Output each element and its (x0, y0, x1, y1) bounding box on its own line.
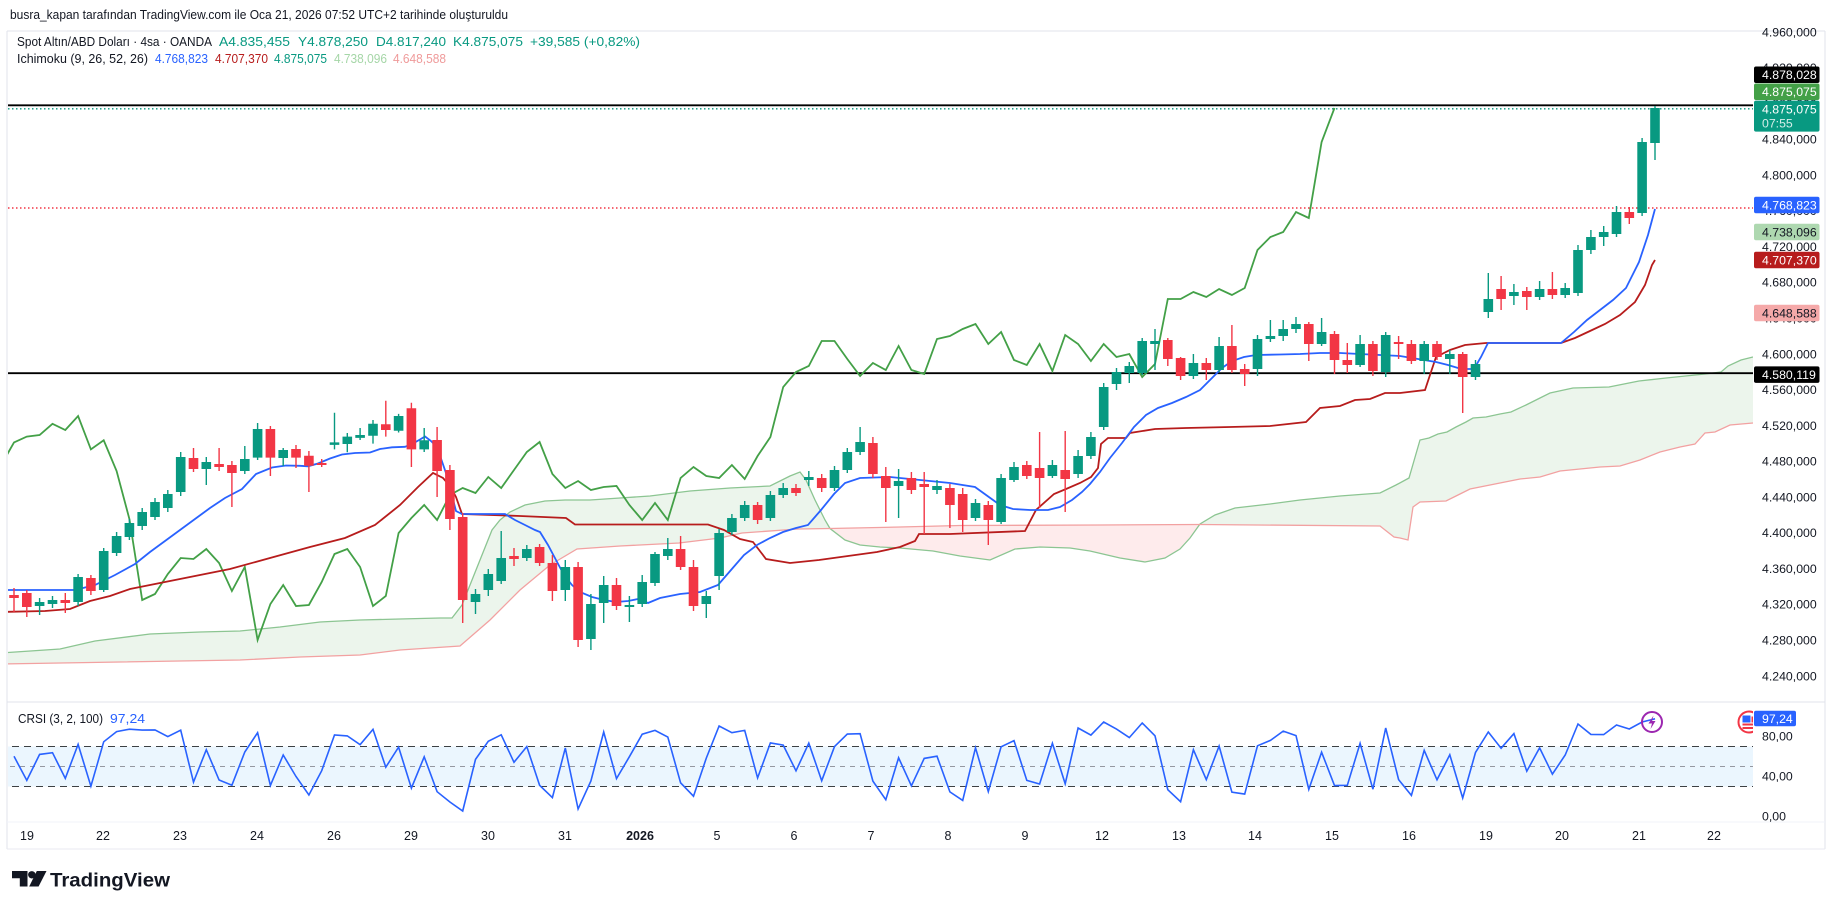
svg-text:4.875,075: 4.875,075 (1762, 85, 1817, 99)
svg-text:5: 5 (714, 829, 721, 843)
svg-text:15: 15 (1325, 829, 1339, 843)
svg-text:24: 24 (250, 829, 264, 843)
svg-text:Ichimoku (9, 26, 52, 26): Ichimoku (9, 26, 52, 26) (17, 51, 148, 66)
svg-text:29: 29 (404, 829, 418, 843)
svg-text:8: 8 (945, 829, 952, 843)
svg-text:4.960,000: 4.960,000 (1762, 25, 1817, 39)
svg-text:19: 19 (20, 829, 34, 843)
svg-text:4.707,370: 4.707,370 (215, 51, 268, 66)
svg-text:Spot Altın/ABD Doları · 4sa ·: Spot Altın/ABD Doları · 4sa · OANDA (17, 34, 212, 49)
svg-text:4.707,370: 4.707,370 (1762, 253, 1817, 267)
svg-text:4.738,096: 4.738,096 (334, 51, 387, 66)
svg-text:4.768,823: 4.768,823 (155, 51, 208, 66)
svg-text:07:55: 07:55 (1762, 117, 1793, 131)
svg-text:4.520,000: 4.520,000 (1762, 419, 1817, 433)
svg-text:6: 6 (791, 829, 798, 843)
svg-text:Y4.878,250: Y4.878,250 (298, 34, 368, 49)
svg-text:4.560,000: 4.560,000 (1762, 383, 1817, 397)
svg-text:4.680,000: 4.680,000 (1762, 276, 1817, 290)
svg-text:12: 12 (1095, 829, 1109, 843)
svg-text:22: 22 (96, 829, 110, 843)
svg-text:97,24: 97,24 (1762, 712, 1793, 726)
svg-text:97,24: 97,24 (110, 712, 145, 726)
svg-text:19: 19 (1479, 829, 1493, 843)
svg-text:4.875,075: 4.875,075 (1762, 103, 1817, 117)
svg-text:20: 20 (1555, 829, 1569, 843)
svg-text:TradingView: TradingView (50, 870, 171, 892)
svg-text:30: 30 (481, 829, 495, 843)
svg-text:4.800,000: 4.800,000 (1762, 168, 1817, 182)
svg-text:4.648,588: 4.648,588 (393, 51, 446, 66)
svg-text:4.360,000: 4.360,000 (1762, 562, 1817, 576)
svg-text:7: 7 (868, 829, 875, 843)
svg-text:0,00: 0,00 (1762, 809, 1786, 823)
svg-text:4.600,000: 4.600,000 (1762, 347, 1817, 361)
svg-text:2026: 2026 (626, 829, 654, 843)
svg-text:4.878,028: 4.878,028 (1762, 68, 1817, 82)
svg-text:4.440,000: 4.440,000 (1762, 490, 1817, 504)
svg-text:4.738,096: 4.738,096 (1762, 225, 1817, 239)
svg-text:26: 26 (327, 829, 341, 843)
svg-text:22: 22 (1707, 829, 1721, 843)
svg-text:13: 13 (1172, 829, 1186, 843)
svg-text:23: 23 (173, 829, 187, 843)
svg-text:4.320,000: 4.320,000 (1762, 598, 1817, 612)
svg-text:4.768,823: 4.768,823 (1762, 198, 1817, 212)
svg-text:D4.817,240: D4.817,240 (376, 34, 446, 49)
svg-text:4.480,000: 4.480,000 (1762, 455, 1817, 469)
svg-text:16: 16 (1402, 829, 1416, 843)
svg-text:80,00: 80,00 (1762, 729, 1793, 743)
svg-text:31: 31 (558, 829, 572, 843)
svg-text:4.580,119: 4.580,119 (1762, 368, 1816, 382)
svg-text:21: 21 (1632, 829, 1646, 843)
svg-text:4.648,588: 4.648,588 (1762, 306, 1817, 320)
svg-text:40,00: 40,00 (1762, 769, 1793, 783)
svg-text:4.840,000: 4.840,000 (1762, 133, 1817, 147)
svg-text:K4.875,075: K4.875,075 (453, 34, 523, 49)
svg-text:busra_kapan tarafından Trading: busra_kapan tarafından TradingView.com i… (10, 7, 508, 22)
svg-text:4.720,000: 4.720,000 (1762, 240, 1817, 254)
svg-text:4.875,075: 4.875,075 (274, 51, 327, 66)
svg-text:9: 9 (1022, 829, 1029, 843)
svg-text:+39,585 (+0,82%): +39,585 (+0,82%) (530, 34, 640, 49)
svg-text:CRSI (3, 2, 100): CRSI (3, 2, 100) (18, 712, 103, 726)
svg-text:4.240,000: 4.240,000 (1762, 669, 1817, 683)
svg-text:14: 14 (1248, 829, 1262, 843)
svg-text:4.400,000: 4.400,000 (1762, 526, 1817, 540)
svg-text:A4.835,455: A4.835,455 (219, 34, 290, 49)
svg-text:4.280,000: 4.280,000 (1762, 634, 1817, 648)
